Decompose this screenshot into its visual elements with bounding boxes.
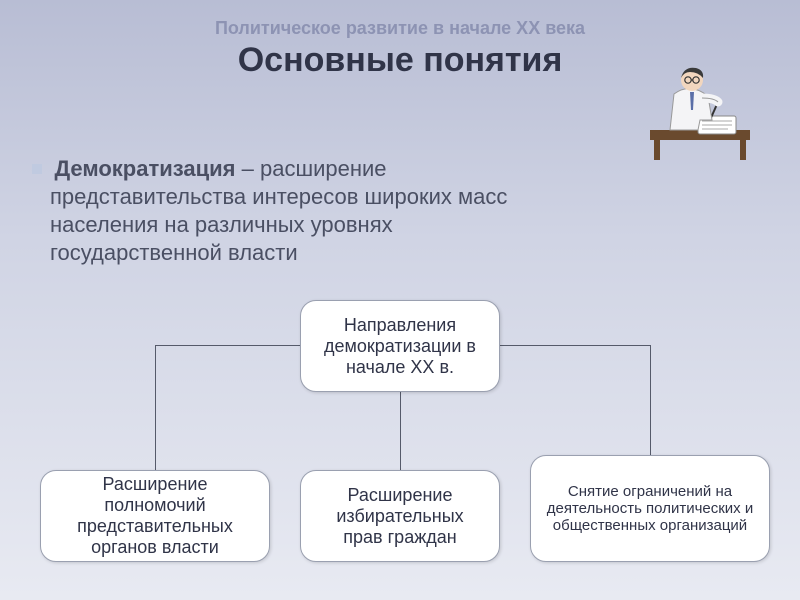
lecturer-illustration	[640, 58, 760, 163]
definition-block: Демократизация – расширение представител…	[50, 155, 570, 268]
node-label: Расширение полномочий представительных о…	[55, 474, 255, 558]
connector	[650, 345, 651, 455]
node-label: Направления демократизации в начале XX в…	[315, 315, 485, 378]
diagram-child-node: Снятие ограничений на деятельность полит…	[530, 455, 770, 562]
definition-term: Демократизация	[54, 156, 235, 181]
connector	[500, 345, 650, 346]
diagram-child-node: Расширение полномочий представительных о…	[40, 470, 270, 562]
diagram-root-node: Направления демократизации в начале XX в…	[300, 300, 500, 392]
definition-text: Демократизация – расширение представител…	[50, 156, 507, 265]
slide-supertitle: Политическое развитие в начале XX века	[30, 18, 770, 39]
connector	[400, 392, 401, 470]
diagram-child-node: Расширение избирательных прав граждан	[300, 470, 500, 562]
connector	[155, 345, 156, 470]
bullet-icon	[32, 164, 42, 174]
node-label: Снятие ограничений на деятельность полит…	[545, 483, 755, 534]
diagram-area: Направления демократизации в начале XX в…	[0, 300, 800, 580]
definition-sep: –	[236, 156, 260, 181]
connector	[155, 345, 300, 346]
node-label: Расширение избирательных прав граждан	[315, 485, 485, 548]
